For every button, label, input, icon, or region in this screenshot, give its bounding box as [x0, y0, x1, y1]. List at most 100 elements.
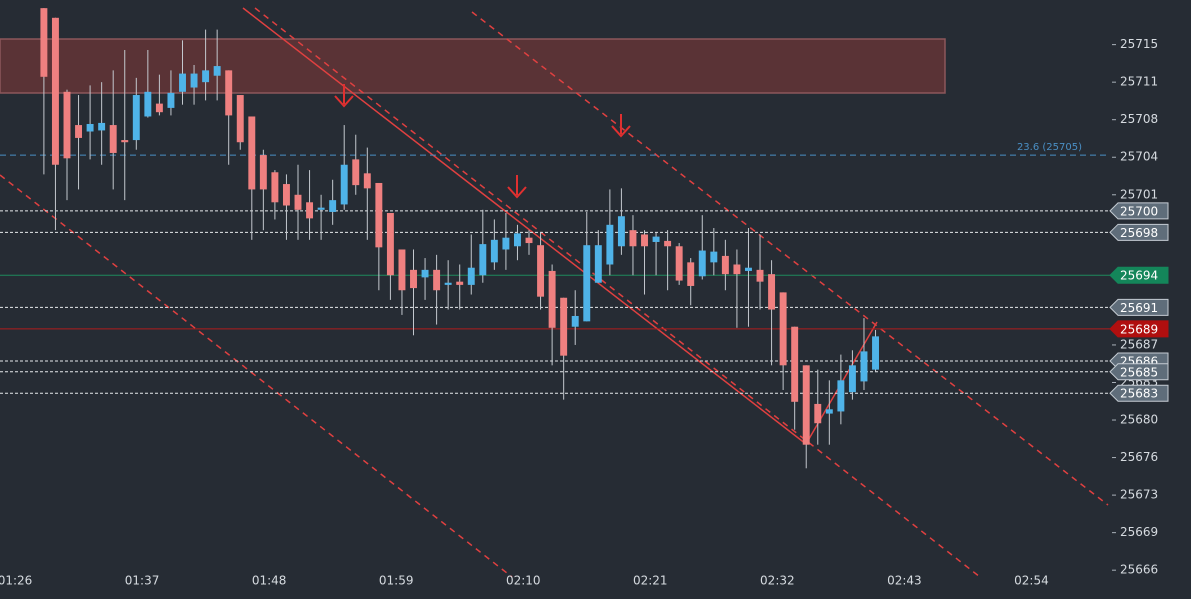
candle-body [282, 184, 290, 206]
candle-body [86, 123, 94, 132]
candle-body [271, 172, 279, 203]
y-tick-label: 25669 [1120, 525, 1158, 539]
y-tick-label: 25708 [1120, 112, 1158, 126]
candle-body [629, 230, 637, 247]
price-tag-box [1109, 298, 1169, 316]
candles-layer [40, 8, 879, 469]
candle-body [721, 255, 729, 275]
candle-body [317, 207, 325, 210]
candle-body [248, 116, 256, 190]
candle-body [144, 91, 152, 117]
candle-body [756, 269, 764, 282]
candle-body [179, 73, 186, 92]
price-tag-label: 25683 [1120, 387, 1158, 401]
candle-body [652, 236, 660, 242]
candle-body [641, 234, 648, 247]
candle-body [583, 245, 591, 322]
candle-body [664, 240, 672, 247]
candle-body [329, 200, 337, 212]
candle-body [444, 282, 452, 285]
y-tick-label: 25680 [1120, 413, 1158, 427]
channel-dashed [471, 11, 1109, 506]
candle-body [132, 95, 140, 141]
candle-body [75, 125, 83, 138]
x-tick-label: 02:10 [506, 574, 541, 588]
down-arrow [507, 175, 527, 199]
price-tag-box [1109, 266, 1169, 284]
price-tag-label: 25685 [1120, 365, 1158, 379]
price-tag: 25691 [1109, 298, 1169, 316]
price-tag: 25698 [1109, 223, 1169, 241]
candle-body [745, 267, 752, 271]
candle-body [560, 297, 568, 356]
candle-body [363, 173, 371, 189]
candle-body [375, 182, 383, 248]
x-tick-label: 02:43 [887, 574, 922, 588]
candle-body [617, 216, 625, 247]
x-tick-label: 01:37 [125, 574, 160, 588]
channel-dashed [0, 174, 513, 578]
signal-arrows [334, 84, 631, 199]
candle-body [40, 8, 48, 77]
candle-body [733, 264, 741, 275]
price-tag: 25694 [1109, 266, 1169, 284]
down-arrow [611, 114, 631, 138]
price-tag-box [1109, 202, 1169, 220]
x-tick-label: 01:59 [379, 574, 414, 588]
candle-body [190, 73, 198, 88]
candle-body [490, 239, 498, 263]
price-tag-label: 25691 [1120, 301, 1158, 315]
candle-body [340, 164, 348, 205]
candle-body [63, 91, 71, 159]
candle-body [768, 274, 776, 310]
price-tag: 25700 [1109, 202, 1169, 220]
y-tick-label: 25715 [1120, 37, 1158, 51]
candle-body [456, 281, 464, 285]
x-tick-label: 01:48 [252, 574, 287, 588]
x-tick-label: 01:26 [0, 574, 32, 588]
candle-body [837, 380, 845, 412]
candle-body [410, 269, 417, 289]
x-tick-label: 02:21 [633, 574, 668, 588]
price-tag-box [1109, 363, 1169, 381]
axes-layer: 25715 25711 25708 25704 25701 25687 25683 25680… [0, 37, 1169, 588]
candle-body [386, 213, 394, 276]
price-tag: 25689 [1109, 320, 1169, 338]
candle-body [109, 125, 117, 153]
y-tick-label: 25701 [1120, 187, 1158, 201]
candle-body [675, 246, 683, 281]
candle-body [606, 224, 614, 265]
candle-body [398, 249, 406, 291]
candle-body [791, 326, 799, 402]
candle-body [121, 140, 129, 143]
candle-body [236, 95, 244, 143]
candle-body [294, 194, 302, 210]
candle-body [710, 251, 718, 263]
candle-body [213, 66, 221, 76]
candle-body [467, 267, 475, 285]
price-tag-label: 25700 [1120, 204, 1158, 218]
candle-body [421, 269, 429, 278]
candle-body [802, 365, 810, 445]
y-tick-label: 25676 [1120, 450, 1158, 464]
candle-body [594, 245, 602, 283]
price-tag-box [1109, 320, 1169, 338]
y-tick-label: 25711 [1120, 75, 1158, 89]
levels-layer: 23.6 (25705) [0, 142, 1110, 394]
candle-body [525, 237, 533, 244]
price-tag: 25685 [1109, 363, 1169, 381]
candle-body [825, 409, 833, 414]
candle-body [872, 336, 879, 370]
candle-body [698, 250, 706, 277]
candle-body [779, 292, 787, 366]
candle-body [814, 403, 822, 424]
candle-body [433, 269, 441, 291]
candle-body [306, 202, 314, 219]
candle-body [479, 244, 487, 276]
y-tick-label: 25704 [1120, 150, 1158, 164]
candle-body [98, 122, 106, 131]
x-tick-label: 02:54 [1014, 574, 1049, 588]
price-tag-label: 25689 [1120, 322, 1158, 336]
price-tag-box [1109, 384, 1169, 402]
